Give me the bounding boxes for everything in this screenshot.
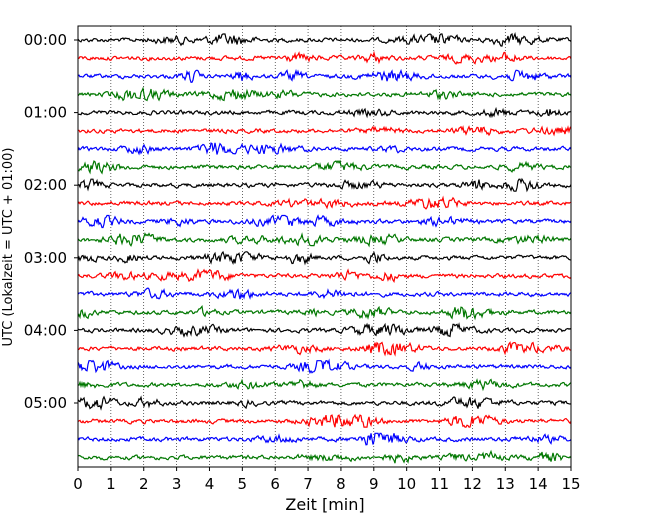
y-tick-label: 05:00	[24, 394, 67, 412]
seismogram-trace	[77, 195, 572, 210]
seismogram-trace	[77, 395, 572, 411]
y-axis-label: UTC (Lokalzeit = UTC + 01:00)	[1, 148, 16, 347]
x-axis-ticks: 0 1 2 3 4 5 6 7 8 9 10 11 12 13 14 15	[73, 467, 581, 493]
seismogram-trace	[77, 50, 572, 65]
y-tick-label: 03:00	[24, 249, 67, 267]
seismogram-trace	[77, 358, 572, 375]
x-tick-label: 5	[238, 475, 248, 493]
y-tick-label: 04:00	[24, 321, 67, 339]
seismogram-trace	[77, 413, 572, 428]
x-tick-label: 0	[73, 475, 83, 493]
seismogram-trace	[77, 125, 572, 137]
x-tick-label: 11	[430, 475, 449, 493]
x-tick-label: 10	[397, 475, 416, 493]
x-tick-label: 14	[529, 475, 548, 493]
seismogram-trace	[77, 142, 572, 156]
x-tick-label: 6	[270, 475, 280, 493]
seismogram-trace	[77, 378, 572, 392]
x-tick-label: 15	[561, 475, 580, 493]
seismogram-trace	[77, 449, 572, 464]
seismogram-trace	[77, 159, 572, 175]
y-tick-label: 02:00	[24, 176, 67, 194]
seismogram-traces	[77, 31, 572, 464]
seismogram-trace	[77, 341, 572, 357]
seismogram-trace	[77, 232, 572, 248]
x-tick-label: 12	[463, 475, 482, 493]
plot-background	[78, 26, 571, 467]
seismogram-trace	[77, 250, 572, 266]
x-tick-label: 7	[303, 475, 313, 493]
x-tick-label: 8	[336, 475, 346, 493]
x-tick-label: 3	[172, 475, 182, 493]
seismogram-trace	[77, 432, 572, 446]
seismogram-trace	[77, 268, 572, 284]
x-tick-label: 9	[369, 475, 379, 493]
plot-frame	[77, 25, 572, 468]
seismogram-trace	[77, 305, 572, 321]
y-tick-label: 00:00	[24, 31, 67, 49]
y-axis-ticks: 00:00 01:00 02:00 03:00 04:00 05:00	[24, 31, 78, 412]
seismogram-trace	[77, 31, 572, 47]
seismogram-trace	[77, 177, 572, 193]
x-axis-label: Zeit [min]	[285, 495, 364, 514]
y-tick-label: 01:00	[24, 104, 67, 122]
seismogram-trace	[77, 106, 572, 119]
seismogram-trace	[77, 214, 572, 229]
x-tick-label: 2	[139, 475, 149, 493]
seismogram-trace	[77, 86, 572, 102]
x-tick-label: 13	[496, 475, 515, 493]
seismogram-trace	[77, 287, 572, 300]
seismogram-trace	[77, 322, 572, 338]
x-tick-label: 4	[205, 475, 215, 493]
x-tick-label: 1	[106, 475, 116, 493]
seismogram-trace	[77, 68, 572, 83]
